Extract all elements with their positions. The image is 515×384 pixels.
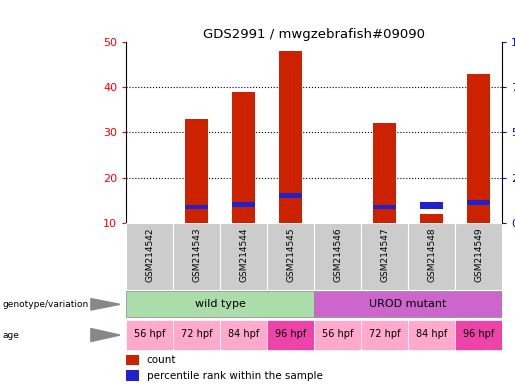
- Bar: [420, 202, 443, 209]
- Bar: [126, 320, 173, 350]
- Text: wild type: wild type: [195, 299, 246, 309]
- Bar: [220, 223, 267, 290]
- Text: 56 hpf: 56 hpf: [134, 329, 165, 339]
- Bar: [314, 320, 361, 350]
- Bar: [314, 223, 361, 290]
- Bar: [232, 202, 255, 207]
- Text: GSM214543: GSM214543: [192, 228, 201, 282]
- Text: age: age: [3, 331, 20, 339]
- Text: GSM214548: GSM214548: [427, 228, 436, 282]
- Text: 72 hpf: 72 hpf: [181, 329, 212, 339]
- Text: 72 hpf: 72 hpf: [369, 329, 400, 339]
- Text: GSM214547: GSM214547: [380, 228, 389, 282]
- Bar: [420, 214, 443, 223]
- Bar: [126, 355, 140, 365]
- Text: 84 hpf: 84 hpf: [228, 329, 259, 339]
- Text: 96 hpf: 96 hpf: [275, 329, 306, 339]
- Text: 84 hpf: 84 hpf: [416, 329, 447, 339]
- Polygon shape: [91, 299, 120, 310]
- Title: GDS2991 / mwgzebrafish#09090: GDS2991 / mwgzebrafish#09090: [203, 28, 425, 41]
- Text: GSM214544: GSM214544: [239, 228, 248, 282]
- Bar: [373, 205, 397, 209]
- Text: 96 hpf: 96 hpf: [463, 329, 494, 339]
- Bar: [126, 291, 314, 317]
- Bar: [408, 320, 455, 350]
- Text: GSM214546: GSM214546: [333, 228, 342, 282]
- Bar: [220, 320, 267, 350]
- Text: 56 hpf: 56 hpf: [322, 329, 353, 339]
- Polygon shape: [91, 329, 120, 342]
- Bar: [455, 223, 502, 290]
- Text: UROD mutant: UROD mutant: [369, 299, 447, 309]
- Bar: [279, 194, 302, 198]
- Bar: [314, 291, 502, 317]
- Bar: [173, 223, 220, 290]
- Bar: [173, 320, 220, 350]
- Bar: [126, 223, 173, 290]
- Bar: [185, 205, 209, 209]
- Bar: [467, 74, 490, 223]
- Bar: [185, 119, 209, 223]
- Bar: [267, 320, 314, 350]
- Bar: [279, 51, 302, 223]
- Bar: [361, 223, 408, 290]
- Bar: [408, 223, 455, 290]
- Text: percentile rank within the sample: percentile rank within the sample: [147, 371, 323, 381]
- Bar: [267, 223, 314, 290]
- Text: count: count: [147, 355, 176, 365]
- Text: GSM214542: GSM214542: [145, 228, 154, 282]
- Bar: [126, 370, 140, 381]
- Bar: [455, 320, 502, 350]
- Bar: [232, 92, 255, 223]
- Bar: [467, 200, 490, 205]
- Bar: [373, 124, 397, 223]
- Text: GSM214545: GSM214545: [286, 228, 295, 282]
- Text: GSM214549: GSM214549: [474, 228, 483, 282]
- Text: genotype/variation: genotype/variation: [3, 300, 89, 309]
- Bar: [361, 320, 408, 350]
